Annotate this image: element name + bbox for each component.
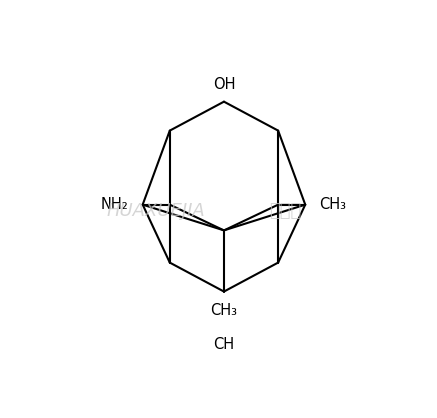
Text: OH: OH (213, 77, 235, 92)
Text: CH₃: CH₃ (319, 197, 347, 212)
Text: NH₂: NH₂ (101, 197, 128, 212)
Text: CH: CH (213, 337, 235, 352)
Text: HUAXUEJIA: HUAXUEJIA (107, 202, 205, 220)
Text: CH₃: CH₃ (211, 303, 237, 318)
Text: 化学加: 化学加 (269, 202, 301, 220)
